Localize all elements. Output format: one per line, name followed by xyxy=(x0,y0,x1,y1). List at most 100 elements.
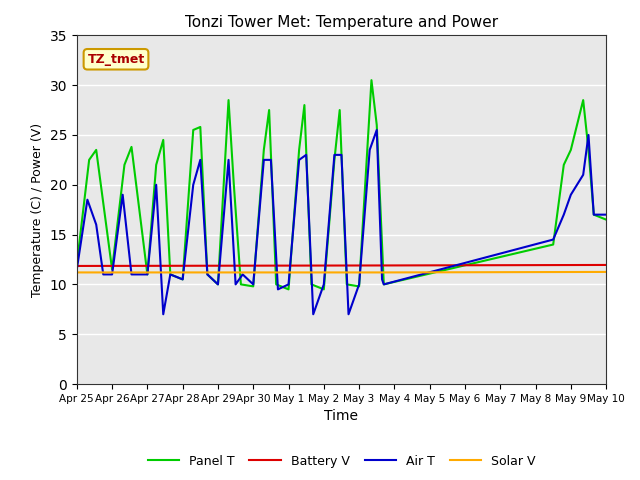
Text: TZ_tmet: TZ_tmet xyxy=(88,53,145,66)
Air T xyxy=(309,312,317,317)
Air T xyxy=(567,192,575,198)
Panel T xyxy=(308,281,316,287)
Panel T xyxy=(380,281,388,287)
Panel T xyxy=(225,97,232,103)
Panel T xyxy=(166,272,174,277)
Air T xyxy=(99,272,107,277)
Air T xyxy=(590,212,598,217)
Panel T xyxy=(602,217,610,223)
Air T xyxy=(127,272,135,277)
Air T xyxy=(232,281,239,287)
Panel T xyxy=(85,157,93,163)
Panel T xyxy=(590,212,598,217)
Panel T xyxy=(143,272,151,277)
Line: Panel T: Panel T xyxy=(77,80,606,289)
Air T xyxy=(225,157,232,163)
Panel T xyxy=(120,162,128,168)
Panel T xyxy=(579,97,587,103)
Air T xyxy=(345,312,353,317)
Line: Battery V: Battery V xyxy=(77,265,606,266)
Panel T xyxy=(260,147,268,153)
Panel T xyxy=(179,276,186,282)
Air T xyxy=(338,152,346,158)
Solar V xyxy=(380,270,388,276)
Legend: Panel T, Battery V, Air T, Solar V: Panel T, Battery V, Air T, Solar V xyxy=(143,450,540,472)
Air T xyxy=(73,266,81,272)
Air T xyxy=(366,147,374,153)
Air T xyxy=(320,281,328,287)
Panel T xyxy=(273,281,280,287)
Y-axis label: Temperature (C) / Power (V): Temperature (C) / Power (V) xyxy=(31,122,44,297)
Air T xyxy=(143,272,151,277)
Panel T xyxy=(331,157,339,163)
Air T xyxy=(179,276,186,282)
Panel T xyxy=(159,137,167,143)
Battery V xyxy=(380,263,388,268)
Panel T xyxy=(152,162,160,168)
Air T xyxy=(378,276,386,282)
Panel T xyxy=(196,124,204,130)
Air T xyxy=(204,272,211,277)
Panel T xyxy=(214,281,222,287)
Air T xyxy=(274,287,282,292)
Air T xyxy=(134,272,142,277)
X-axis label: Time: Time xyxy=(324,409,358,423)
Title: Tonzi Tower Met: Temperature and Power: Tonzi Tower Met: Temperature and Power xyxy=(185,15,498,30)
Panel T xyxy=(230,182,237,188)
Air T xyxy=(560,212,568,217)
Panel T xyxy=(127,144,135,150)
Panel T xyxy=(295,147,303,153)
Panel T xyxy=(320,287,328,292)
Air T xyxy=(239,272,246,277)
Panel T xyxy=(189,127,197,133)
Panel T xyxy=(301,102,308,108)
Air T xyxy=(549,237,557,242)
Panel T xyxy=(266,107,273,113)
Panel T xyxy=(567,147,575,153)
Air T xyxy=(285,281,292,287)
Panel T xyxy=(204,272,211,277)
Air T xyxy=(380,281,388,287)
Line: Solar V: Solar V xyxy=(77,272,606,273)
Panel T xyxy=(549,241,557,247)
Air T xyxy=(196,157,204,163)
Air T xyxy=(302,152,310,158)
Battery V xyxy=(602,262,610,268)
Panel T xyxy=(237,281,244,287)
Panel T xyxy=(585,147,593,153)
Panel T xyxy=(285,287,292,292)
Battery V xyxy=(73,263,81,269)
Air T xyxy=(152,182,160,188)
Panel T xyxy=(108,266,116,272)
Panel T xyxy=(336,107,344,113)
Air T xyxy=(189,182,197,188)
Air T xyxy=(331,152,339,158)
Solar V xyxy=(73,270,81,276)
Air T xyxy=(84,197,92,203)
Panel T xyxy=(92,147,100,153)
Air T xyxy=(119,192,127,198)
Air T xyxy=(267,157,275,163)
Line: Air T: Air T xyxy=(77,130,606,314)
Air T xyxy=(579,172,587,178)
Panel T xyxy=(367,77,375,83)
Air T xyxy=(214,281,222,287)
Air T xyxy=(92,222,100,228)
Air T xyxy=(295,157,303,163)
Air T xyxy=(260,157,268,163)
Air T xyxy=(159,312,167,317)
Panel T xyxy=(73,262,81,267)
Air T xyxy=(602,212,610,217)
Air T xyxy=(585,132,593,138)
Air T xyxy=(355,281,363,287)
Air T xyxy=(373,127,381,133)
Panel T xyxy=(343,281,351,287)
Solar V xyxy=(602,269,610,275)
Panel T xyxy=(373,122,381,128)
Air T xyxy=(250,281,257,287)
Air T xyxy=(166,272,174,277)
Panel T xyxy=(355,284,363,289)
Air T xyxy=(108,272,116,277)
Panel T xyxy=(250,284,257,289)
Panel T xyxy=(560,162,568,168)
